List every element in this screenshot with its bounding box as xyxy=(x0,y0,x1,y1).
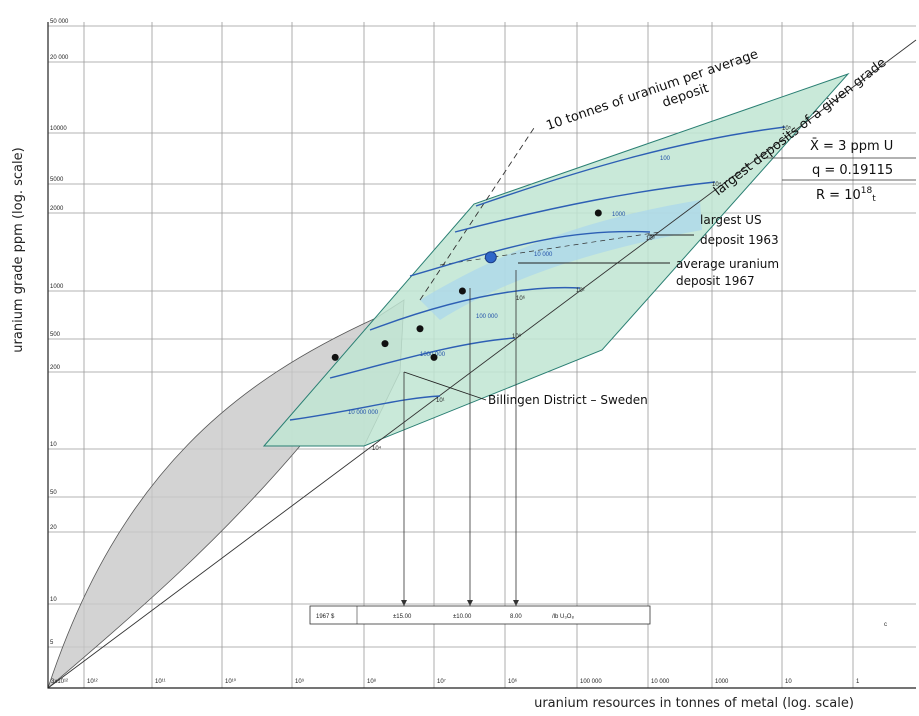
contour-line-2 xyxy=(409,230,651,277)
edge-label-7: 10⁶ xyxy=(516,295,526,302)
price-arrow-1 xyxy=(467,600,473,606)
price-arrow-0 xyxy=(401,600,407,606)
y-tick-label-7: 200 xyxy=(50,365,61,371)
price-label-1500: ±15.00 xyxy=(393,614,412,620)
contour-line-5 xyxy=(289,395,441,421)
largest-deposits-line xyxy=(47,39,917,689)
x-tick-label-11: 10 xyxy=(785,679,792,685)
price-label-year: 1967 $ xyxy=(316,614,335,620)
annotations xyxy=(403,157,916,401)
price-label-800: 8.00 xyxy=(510,614,522,620)
marks xyxy=(331,209,602,361)
y-tick-label-5: 1000 xyxy=(50,284,64,290)
param-r-sub: t xyxy=(872,194,876,204)
edge-label-2: 10¹ xyxy=(436,398,445,404)
y-tick-label-6: 500 xyxy=(50,332,61,338)
contour-line-4 xyxy=(329,337,516,379)
price-arrow-2 xyxy=(513,600,519,606)
x-tick-label-3: 10¹⁰ xyxy=(225,678,237,685)
x-tick-label-7: 10⁶ xyxy=(508,678,518,685)
edge-label-3: 10² xyxy=(576,288,585,294)
edge-label-5: 10⁴ xyxy=(712,181,722,188)
price-box: 1967 $ ±15.00 ±10.00 8.00 /lb U₃O₈ xyxy=(309,605,651,625)
y-tick-label-3: 5000 xyxy=(50,177,64,183)
x-tick-label-4: 10⁹ xyxy=(295,678,305,685)
price-label-unit: /lb U₃O₈ xyxy=(552,614,574,620)
contour-label-2: 10 000 xyxy=(534,252,553,258)
x-tick-label-10: 1000 xyxy=(715,679,729,685)
contour-label-5: 10 000 000 xyxy=(348,410,379,416)
param-r-main: R = 10 xyxy=(816,188,861,203)
y-tick-label-12: 5 xyxy=(50,640,54,646)
data-point-2 xyxy=(416,325,424,333)
y-tick-label-4: 2000 xyxy=(50,206,64,212)
x-tick-label-2: 10¹¹ xyxy=(155,679,166,685)
grid xyxy=(47,22,916,688)
regions xyxy=(47,39,917,690)
data-point-5 xyxy=(430,353,438,361)
blue-highlight-region xyxy=(420,200,702,320)
x-tick-label-0: 3x10¹² xyxy=(51,679,68,685)
data-point-1 xyxy=(381,340,389,348)
annotation-avg-deposit-2: deposit 1967 xyxy=(676,274,755,288)
y-axis-title: uranium grade ppm (log. scale) xyxy=(11,147,26,352)
ten-tonnes-dashed-line xyxy=(419,127,535,301)
data-point-0 xyxy=(331,353,339,361)
contour-line-0 xyxy=(475,126,786,207)
param-r-exp: 18 xyxy=(861,186,873,196)
annotation-largest-us-1: largest US xyxy=(700,213,762,227)
param-xbar: X̄ = 3 ppm U xyxy=(810,139,893,154)
x-tick-label-9: 10 000 xyxy=(651,679,670,685)
annotation-billingen: Billingen District – Sweden xyxy=(488,393,648,407)
annotation-largest-us-2: deposit 1963 xyxy=(700,233,779,247)
contour-label-1: 1000 xyxy=(612,212,626,218)
edge-label-0: 10⁴ xyxy=(372,445,382,452)
x-tick-label-6: 10⁷ xyxy=(437,678,446,685)
x-tick-label-8: 100 000 xyxy=(580,679,602,685)
y-tick-label-2: 10000 xyxy=(50,126,67,132)
edge-label-4: 10³ xyxy=(646,236,655,242)
annotation-avg-deposit-1: average uranium xyxy=(676,257,779,271)
x-tick-label-12: 1 xyxy=(856,679,860,685)
contour-line-1 xyxy=(454,181,716,233)
y-tick-label-9: 50 xyxy=(50,490,57,496)
y-tick-label-1: 20 000 xyxy=(50,55,69,61)
ticks: 50 000 20 000 10000 5000 2000 1000 500 200 10 50 2… xyxy=(50,19,860,685)
average-deposit-dashed-line xyxy=(439,231,661,266)
x-tick-label-1: 10¹² xyxy=(87,679,98,685)
y-tick-label-8: 10 xyxy=(50,442,57,448)
edge-label-6: 10⁵ xyxy=(782,125,792,132)
axes xyxy=(47,22,916,689)
contour-line-3 xyxy=(369,286,581,331)
highlight-point xyxy=(484,251,497,264)
param-q: q = 0.19115 xyxy=(812,163,893,178)
param-r: R = 1018t xyxy=(816,186,876,204)
data-point-6 xyxy=(594,209,602,217)
annotation-arrow-2 xyxy=(403,371,487,401)
contour-label-3: 100 000 xyxy=(476,314,498,320)
data-point-3 xyxy=(458,287,466,295)
y-tick-label-11: 10 xyxy=(50,597,57,603)
contour-label-0: 100 xyxy=(660,156,671,162)
x-axis-title: uranium resources in tonnes of metal (lo… xyxy=(534,696,854,711)
edge-label-1: 10⁸ xyxy=(512,333,522,340)
x-tick-label-5: 10⁸ xyxy=(367,678,377,685)
y-tick-label-10: 20 xyxy=(50,525,57,531)
corner-mark: c xyxy=(884,622,887,628)
y-tick-label-0: 50 000 xyxy=(50,19,69,25)
price-label-1000: ±10.00 xyxy=(453,614,472,620)
